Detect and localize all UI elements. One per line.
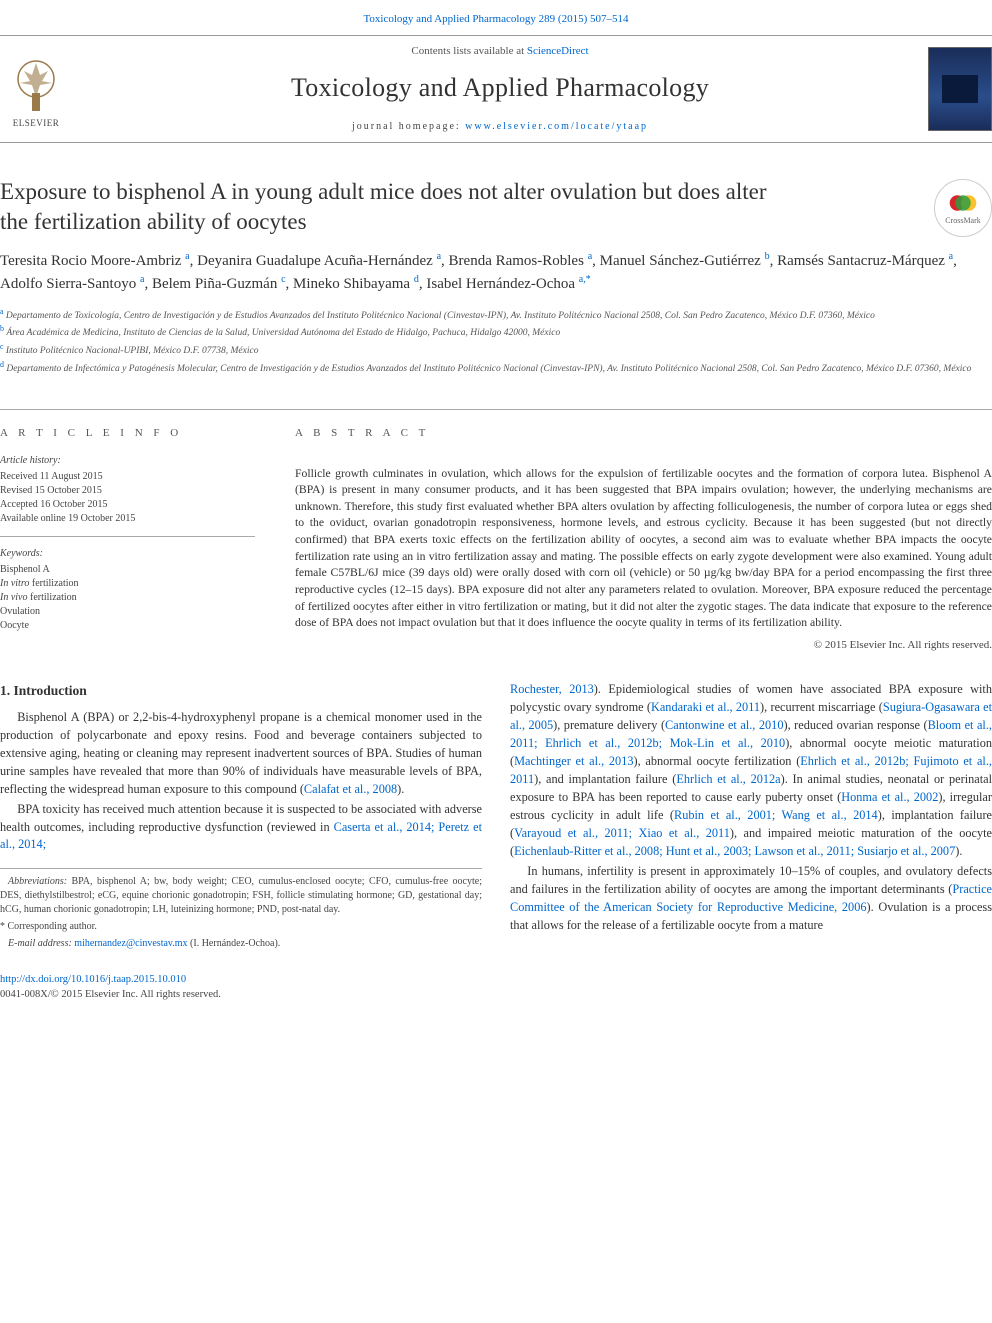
info-abstract-row: A R T I C L E I N F O Article history: R…: [0, 409, 992, 653]
history-line: Revised 15 October 2015: [0, 484, 255, 498]
masthead: ELSEVIER Contents lists available at Sci…: [0, 35, 992, 143]
footer-left: http://dx.doi.org/10.1016/j.taap.2015.10…: [0, 973, 221, 1002]
body-paragraph: Bisphenol A (BPA) or 2,2-bis-4-hydroxyph…: [0, 709, 482, 799]
masthead-center: Contents lists available at ScienceDirec…: [90, 44, 910, 134]
contents-prefix: Contents lists available at: [411, 45, 526, 57]
journal-cover-thumbnail: [928, 47, 992, 131]
corresponding-footnote: * Corresponding author.: [0, 920, 482, 934]
contents-line: Contents lists available at ScienceDirec…: [90, 44, 910, 59]
article-history: Article history: Received 11 August 2015…: [0, 454, 255, 537]
citation-link[interactable]: Calafat et al., 2008: [304, 782, 397, 796]
author-list: Teresita Rocio Moore-Ambriz a, Deyanira …: [0, 250, 992, 296]
history-label: Article history:: [0, 454, 255, 468]
keyword: Oocyte: [0, 619, 255, 633]
abstract-label: A B S T R A C T: [295, 410, 992, 453]
citation-link[interactable]: Machtinger et al., 2013: [514, 754, 633, 768]
crossmark-label: CrossMark: [945, 215, 981, 226]
page-footer: http://dx.doi.org/10.1016/j.taap.2015.10…: [0, 973, 992, 1002]
citation-link[interactable]: Rubin et al., 2001; Wang et al., 2014: [674, 808, 878, 822]
citation-link[interactable]: Ehrlich et al., 2012a: [676, 772, 780, 786]
keywords-block: Keywords: Bisphenol AIn vitro fertilizat…: [0, 547, 255, 643]
citation-link[interactable]: Honma et al., 2002: [841, 790, 938, 804]
doi-link[interactable]: http://dx.doi.org/10.1016/j.taap.2015.10…: [0, 974, 186, 985]
affiliations: a Departamento de Toxicología, Centro de…: [0, 306, 992, 378]
keyword: In vitro fertilization: [0, 577, 255, 591]
crossmark-badge[interactable]: CrossMark: [934, 179, 992, 237]
homepage-prefix: journal homepage:: [352, 121, 465, 132]
citation-link[interactable]: Eichenlaub-Ritter et al., 2008; Hunt et …: [514, 844, 955, 858]
history-line: Available online 19 October 2015: [0, 512, 255, 526]
citation-link[interactable]: Kandaraki et al., 2011: [651, 700, 760, 714]
citation-link[interactable]: Rochester, 2013: [510, 682, 594, 696]
homepage-link[interactable]: www.elsevier.com/locate/ytaap: [465, 121, 648, 132]
abbr-text: BPA, bisphenol A; bw, body weight; CEO, …: [0, 876, 482, 915]
abbreviations-footnote: Abbreviations: BPA, bisphenol A; bw, bod…: [0, 875, 482, 917]
article-header: Exposure to bisphenol A in young adult m…: [0, 143, 992, 387]
keyword: Ovulation: [0, 605, 255, 619]
keywords-label: Keywords:: [0, 547, 255, 561]
keyword: In vivo fertilization: [0, 591, 255, 605]
email-person: (I. Hernández-Ochoa).: [188, 938, 281, 949]
abstract-text: Follicle growth culminates in ovulation,…: [295, 454, 992, 632]
body-paragraph: In humans, infertility is present in app…: [510, 863, 992, 935]
sciencedirect-link[interactable]: ScienceDirect: [527, 45, 589, 57]
article-info-label: A R T I C L E I N F O: [0, 410, 255, 453]
citation-header: Toxicology and Applied Pharmacology 289 …: [0, 0, 992, 35]
body-paragraph: Rochester, 2013). Epidemiological studie…: [510, 681, 992, 861]
email-label: E-mail address:: [8, 938, 74, 949]
journal-homepage: journal homepage: www.elsevier.com/locat…: [90, 120, 910, 134]
article-info: A R T I C L E I N F O Article history: R…: [0, 409, 255, 653]
citation-link[interactable]: Cantonwine et al., 2010: [665, 718, 783, 732]
abstract-copyright: © 2015 Elsevier Inc. All rights reserved…: [295, 638, 992, 653]
top-citation-link[interactable]: Toxicology and Applied Pharmacology 289 …: [363, 13, 628, 25]
elsevier-tree-icon: [6, 57, 66, 117]
citation-link[interactable]: Varayoud et al., 2011; Xiao et al., 2011: [514, 826, 730, 840]
abbr-label: Abbreviations:: [8, 876, 67, 887]
journal-name: Toxicology and Applied Pharmacology: [90, 70, 910, 106]
article-body: 1. Introduction Bisphenol A (BPA) or 2,2…: [0, 681, 992, 951]
email-footnote: E-mail address: mihernandez@cinvestav.mx…: [0, 937, 482, 951]
article-title: Exposure to bisphenol A in young adult m…: [0, 177, 800, 236]
issn-copyright: 0041-008X/© 2015 Elsevier Inc. All right…: [0, 988, 221, 1003]
abstract: A B S T R A C T Follicle growth culminat…: [295, 409, 992, 653]
email-link[interactable]: mihernandez@cinvestav.mx: [74, 938, 187, 949]
publisher-logo: ELSEVIER: [0, 49, 72, 129]
section-heading: 1. Introduction: [0, 681, 482, 701]
body-paragraph: BPA toxicity has received much attention…: [0, 801, 482, 855]
crossmark-icon: [949, 191, 977, 215]
history-line: Accepted 16 October 2015: [0, 498, 255, 512]
history-line: Received 11 August 2015: [0, 470, 255, 484]
keyword: Bisphenol A: [0, 563, 255, 577]
footnotes: Abbreviations: BPA, bisphenol A; bw, bod…: [0, 868, 482, 951]
publisher-name: ELSEVIER: [13, 117, 60, 130]
